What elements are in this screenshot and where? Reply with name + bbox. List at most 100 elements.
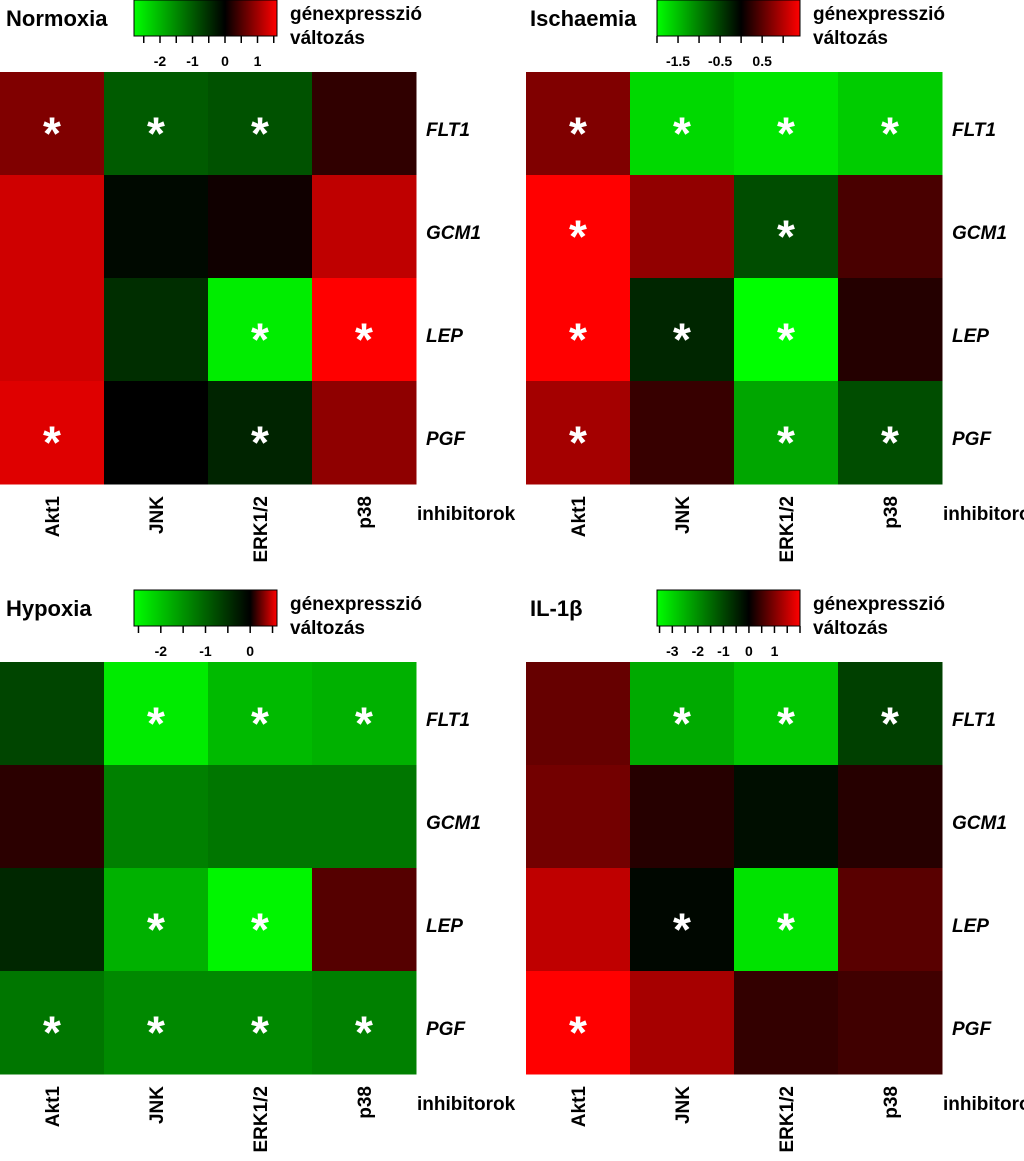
column-label: p38 [881,1086,902,1119]
row-label: PGF [426,429,466,450]
heatmap-cell [0,72,105,176]
panel-2: Ischaemia -1.5 -0.5 0.5 génexpresszió változá… [526,0,1024,563]
significance-star: * [777,698,795,750]
heatmap-cell [734,971,839,1075]
heatmap-cell [734,72,839,176]
legend-title-line: génexpresszió [290,4,422,25]
x-axis-label: inhibitorok [943,1094,1024,1115]
legend-tick-label: -1.5 [666,53,690,69]
significance-star: * [147,1007,165,1059]
significance-star: * [355,314,373,366]
row-label: LEP [426,326,463,347]
heatmap-cell [526,662,631,766]
heatmap-cell [734,175,839,279]
heatmap-cell [312,765,417,869]
heatmap-cell [0,278,105,382]
legend-title-line: génexpresszió [290,594,422,615]
legend-tick-label: 0 [745,643,753,659]
heatmap-cell [734,662,839,766]
legend-tick-label: 1 [254,53,262,69]
heatmap-cell [208,381,313,485]
heatmap-cell [104,765,209,869]
column-label: ERK1/2 [251,496,272,563]
significance-star: * [569,108,587,160]
significance-star: * [147,108,165,160]
significance-star: * [881,417,899,469]
column-label: Akt1 [569,496,590,538]
heatmap-cell [312,868,417,972]
column-label: JNK [673,1086,694,1124]
row-label: PGF [426,1019,466,1040]
heatmap-cell [0,381,105,485]
legend-title-line: változás [290,618,365,639]
significance-star: * [881,108,899,160]
significance-star: * [147,904,165,956]
heatmap-cell [208,72,313,176]
legend-color-bar [656,0,801,37]
significance-star: * [569,417,587,469]
heatmap-cell [734,765,839,869]
legend-tick-label: -1 [717,643,730,659]
heatmap-cell [734,868,839,972]
significance-star: * [43,108,61,160]
heatmap-cell [838,381,943,485]
significance-star: * [777,904,795,956]
significance-star: * [777,211,795,263]
legend-tick-label: 0 [246,643,254,659]
legend-title-line: génexpresszió [813,594,945,615]
row-label: PGF [952,1019,992,1040]
column-label: JNK [673,496,694,534]
legend-tick-label: -2 [154,53,167,69]
column-label: Akt1 [569,1086,590,1128]
x-axis-label: inhibitorok [417,504,516,525]
heatmap-cell [630,868,735,972]
heatmap-cell [312,175,417,279]
legend-tick-label: -0.5 [708,53,732,69]
heatmap-cell [526,765,631,869]
heatmap-cell [526,175,631,279]
column-label: JNK [147,496,168,534]
row-label: FLT1 [952,120,996,141]
legend-tick-label: -1 [186,53,199,69]
row-label: LEP [426,916,463,937]
panel-title: Ischaemia [530,6,637,31]
legend-title-line: változás [290,28,365,49]
heatmap-cell [104,868,209,972]
legend-title-line: változás [813,28,888,49]
panel-title: Normoxia [6,6,108,31]
row-label: FLT1 [426,710,470,731]
heatmap-cell [630,278,735,382]
panel-1: Normoxia -2 -1 0 1 génexpresszió változás * * * * *… [0,0,516,563]
legend-color-bar [133,589,278,627]
heatmap-cell [526,868,631,972]
heatmap-cell [0,971,105,1075]
panel-4: IL-1β -3 -2 -1 0 1 génexpresszió változás * * * * * *… [526,589,1024,1153]
column-label: ERK1/2 [251,1086,272,1153]
column-label: p38 [355,1086,376,1119]
legend-color-bar [656,589,801,627]
row-label: LEP [952,916,989,937]
heatmap-cell [104,175,209,279]
heatmap-cell [208,662,313,766]
row-label: FLT1 [426,120,470,141]
x-axis-label: inhibitorok [943,504,1024,525]
column-label: ERK1/2 [777,1086,798,1153]
row-label: GCM1 [426,223,481,244]
significance-star: * [881,698,899,750]
heatmap-cell [104,278,209,382]
row-label: GCM1 [426,813,481,834]
heatmap-cell [526,381,631,485]
significance-star: * [251,314,269,366]
heatmap-cell [734,381,839,485]
heatmap-cell [312,662,417,766]
heatmap-cell [0,765,105,869]
heatmap-cell [208,175,313,279]
x-axis-label: inhibitorok [417,1094,516,1115]
legend-tick-label: 0 [221,53,229,69]
significance-star: * [355,698,373,750]
significance-star: * [569,1007,587,1059]
heatmap-cell [0,868,105,972]
heatmap-cell [630,662,735,766]
heatmap-cell [208,278,313,382]
